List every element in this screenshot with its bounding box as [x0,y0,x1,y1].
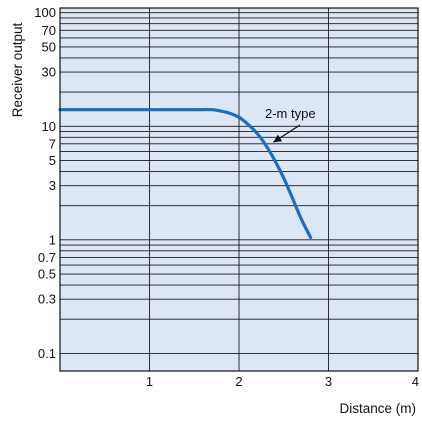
x-tick-label: 2 [235,374,242,389]
y-tick-label: 0.1 [38,346,56,361]
series-annotation-label: 2-m type [265,106,316,121]
y-tick-label: 0.3 [38,292,56,307]
annotation-layer: 2-m type [265,106,316,143]
series-line-2m-type [58,107,313,240]
annotation-arrow [272,124,301,143]
x-tick-label: 4 [412,374,419,389]
y-tick-label: 1 [49,232,56,247]
x-tick-label: 3 [325,374,332,389]
plot-frame [59,7,419,372]
y-tick-label: 7 [49,136,56,151]
y-tick-label: 30 [42,65,56,80]
y-tick-label: 0.5 [38,267,56,282]
y-tick-label: 0.7 [38,250,56,265]
series-layer [58,107,313,240]
y-tick-label: 5 [49,153,56,168]
x-axis-label: Distance (m) [339,401,416,416]
y-tick-label: 3 [49,178,56,193]
y-tick-label: 10 [42,119,56,134]
x-tick-labels: 1 2 3 4 [146,374,419,389]
y-tick-label: 70 [42,23,56,38]
y-tick-label: 100 [34,5,56,20]
y-tick-label: 50 [42,39,56,54]
x-tick-label: 1 [146,374,153,389]
y-axis-label: Receiver output [10,22,25,117]
